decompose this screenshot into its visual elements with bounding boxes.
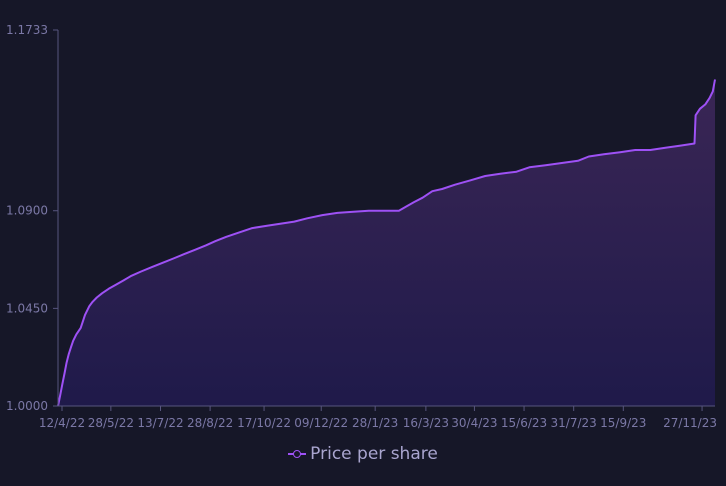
y-tick-label: 1.0450 — [6, 301, 48, 315]
x-tick-label: 28/8/22 — [187, 416, 233, 430]
x-tick-label: 13/7/22 — [137, 416, 183, 430]
x-tick-label: 12/4/22 — [39, 416, 85, 430]
y-tick-label: 1.0000 — [6, 399, 48, 413]
series-line[interactable] — [57, 79, 716, 407]
x-tick-label: 28/1/23 — [352, 416, 398, 430]
x-tick-label: 31/7/23 — [551, 416, 597, 430]
x-tick-label: 17/10/22 — [237, 416, 291, 430]
series-area — [58, 79, 715, 406]
x-tick-label: 27/11/23 — [663, 416, 717, 430]
y-tick-label: 1.0900 — [6, 204, 48, 218]
x-tick-label: 28/5/22 — [88, 416, 134, 430]
legend[interactable]: Price per share — [0, 444, 726, 464]
y-tick-label: 1.1733 — [6, 23, 48, 37]
legend-line-marker-icon — [288, 448, 307, 460]
x-tick-label: 30/4/23 — [451, 416, 497, 430]
x-tick-label: 15/9/23 — [600, 416, 646, 430]
x-tick-label: 16/3/23 — [403, 416, 449, 430]
x-tick-label: 15/6/23 — [501, 416, 547, 430]
x-tick-label: 09/12/22 — [294, 416, 348, 430]
legend-label: Price per share — [310, 444, 438, 464]
